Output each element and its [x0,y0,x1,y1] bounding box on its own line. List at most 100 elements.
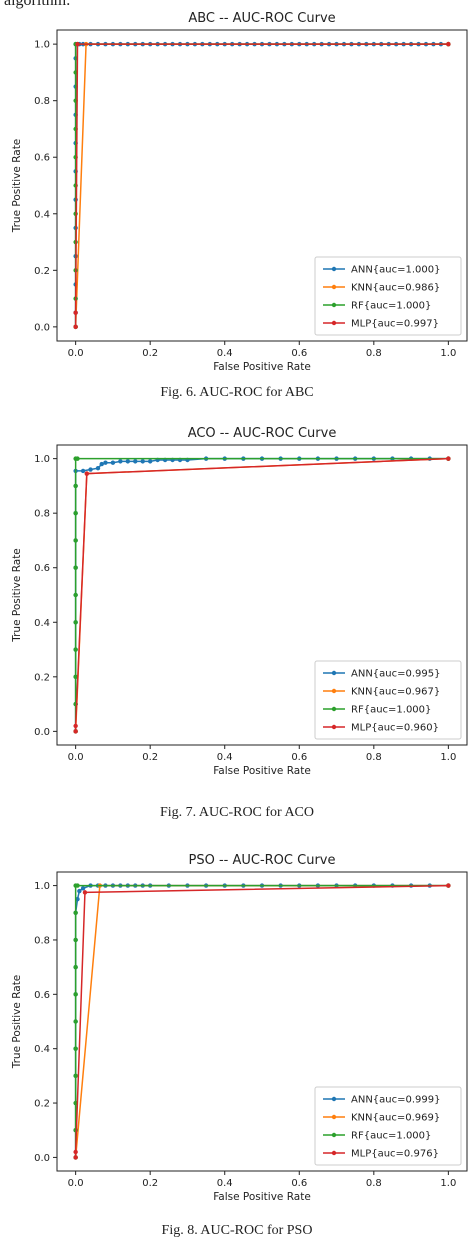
data-point [99,461,104,467]
data-point [73,620,78,625]
page-top-text: algorithm. [4,0,71,9]
data-point [73,324,78,330]
x-tick-label: 0.0 [68,1178,84,1189]
x-tick-label: 0.0 [68,752,84,763]
legend-label: RF{auc=1.000} [351,301,431,312]
data-point [73,1149,78,1155]
legend-swatch-marker [331,320,337,326]
x-tick-label: 0.8 [366,348,382,359]
data-point [80,468,86,474]
data-point [84,471,90,476]
plot-frame [56,29,468,342]
data-point [95,465,101,471]
data-point [73,1073,78,1079]
legend-label: ANN{auc=1.000} [351,265,441,276]
chart-title: ABC -- AUC-ROC Curve [188,11,335,26]
data-point [446,883,451,888]
legend-swatch-marker [331,1096,337,1102]
y-tick-label: 0.0 [34,727,50,738]
data-point [80,886,86,891]
y-tick-label: 0.6 [34,990,50,1001]
data-point [73,1019,78,1024]
plot-frame [56,444,468,746]
chart-panel-pso: PSO -- AUC-ROC Curve 0.0 0.2 0.4 0.6 0.8 1.0 0.… [0,842,474,1244]
data-point [73,723,78,729]
roc-chart-abc: ABC -- AUC-ROC Curve 0.0 0.2 0.4 0.6 0.8 1.0 0.… [11,11,468,373]
data-point [140,459,145,464]
data-point [73,538,78,543]
data-point [103,460,108,465]
legend-label: MLP{auc=0.997} [351,319,439,330]
data-point [446,41,451,47]
data-point [73,964,78,970]
data-point [73,647,78,652]
data-point [147,459,153,464]
legend-label: MLP{auc=0.960} [351,723,439,734]
y-tick-label: 1.0 [34,881,50,892]
x-tick-label: 0.6 [291,1178,307,1189]
roc-chart-pso: PSO -- AUC-ROC Curve 0.0 0.2 0.4 0.6 0.8 1.0 0.… [11,853,468,1203]
data-point [110,460,116,465]
data-point [133,459,138,464]
x-tick-label: 1.0 [440,348,456,359]
y-tick-label: 0.6 [34,563,50,574]
x-tick-label: 0.2 [142,348,158,359]
x-tick-label: 0.2 [142,752,158,763]
chart-title: PSO -- AUC-ROC Curve [189,853,336,868]
data-point [75,896,80,902]
legend-swatch-marker [331,1114,337,1120]
data-point [73,1046,78,1051]
x-tick-label: 0.4 [217,1178,233,1189]
y-axis-label: True Positive Rate [11,975,23,1070]
legend-box [314,256,462,336]
figure-caption: Fig. 7. AUC-ROC for ACO [159,805,315,820]
data-point [118,459,123,464]
y-tick-label: 0.8 [34,935,50,946]
data-point [446,456,451,461]
x-tick-label: 0.8 [366,1178,382,1189]
data-point [73,565,78,570]
chart-panel-abc: ABC -- AUC-ROC Curve 0.0 0.2 0.4 0.6 0.8 1.0 0.… [0,0,474,410]
chart-title: ACO -- AUC-ROC Curve [188,426,337,441]
x-tick-label: 0.4 [217,348,233,359]
data-point [88,467,93,472]
data-point [73,510,78,516]
series-line-mlp [74,457,449,732]
data-point [73,483,78,489]
x-axis-label: False Positive Rate [213,361,311,373]
y-tick-label: 0.0 [34,1153,50,1164]
y-tick-label: 1.0 [34,40,50,51]
y-tick-label: 0.8 [34,96,50,107]
data-point [73,674,78,680]
x-tick-label: 0.6 [291,348,307,359]
y-axis-label: True Positive Rate [11,548,23,643]
legend-swatch-marker [331,688,337,694]
legend-box [314,660,462,740]
series-line-mlp [74,884,449,1158]
x-axis-label: False Positive Rate [213,765,311,777]
x-tick-label: 1.0 [440,1178,456,1189]
y-tick-label: 0.4 [34,1044,50,1055]
data-point [73,910,78,915]
y-tick-label: 0.4 [34,618,50,629]
roc-chart-aco: ACO -- AUC-ROC Curve 0.0 0.2 0.4 0.6 0.8 1.0 0.… [11,426,468,777]
data-point [73,729,78,734]
legend-label: KNN{auc=0.967} [351,687,440,698]
data-point [73,937,78,943]
y-tick-label: 0.2 [34,266,50,277]
y-tick-label: 0.2 [34,1099,50,1110]
y-tick-label: 1.0 [34,454,50,465]
series-line-mlp [74,43,449,327]
legend-label: ANN{auc=0.995} [351,669,441,680]
legend-swatch-marker [331,1132,337,1138]
figure-caption: Fig. 8. AUC-ROC for PSO [161,1223,313,1238]
y-tick-label: 0.0 [34,322,50,333]
figure-caption: Fig. 6. AUC-ROC for ABC [160,385,314,400]
data-point [77,888,82,894]
legend-swatch-marker [331,284,337,290]
x-tick-label: 0.0 [68,348,84,359]
data-point [75,456,80,461]
legend-label: RF{auc=1.000} [351,705,431,716]
x-axis-label: False Positive Rate [213,1191,311,1203]
x-tick-label: 1.0 [440,752,456,763]
